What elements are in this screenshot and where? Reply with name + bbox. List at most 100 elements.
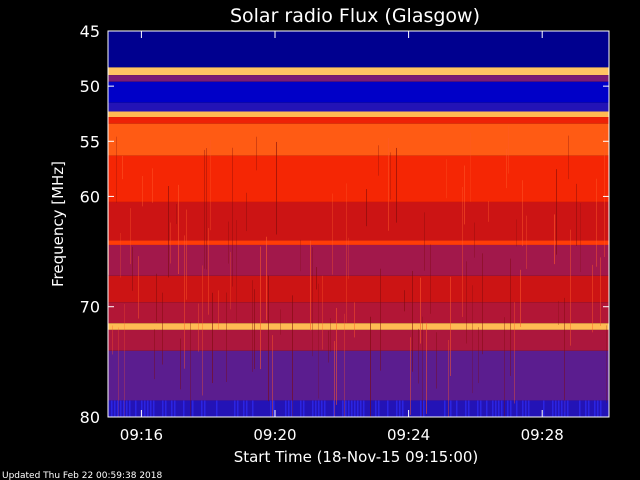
frequency-band bbox=[108, 81, 609, 103]
texture-streak bbox=[202, 265, 203, 396]
texture-streak bbox=[450, 276, 451, 377]
texture-streak bbox=[344, 313, 345, 417]
texture-streak bbox=[604, 132, 605, 257]
texture-streak bbox=[606, 325, 607, 404]
texture-streak bbox=[357, 400, 359, 417]
texture-streak bbox=[178, 184, 179, 275]
texture-streak bbox=[153, 400, 155, 417]
texture-streak bbox=[147, 400, 149, 417]
texture-streak bbox=[561, 400, 563, 417]
x-tick-label: 09:24 bbox=[387, 426, 430, 444]
texture-streak bbox=[212, 292, 213, 384]
texture-streak bbox=[111, 400, 113, 417]
texture-streak bbox=[135, 400, 137, 417]
texture-streak bbox=[254, 289, 255, 370]
texture-streak bbox=[465, 400, 467, 417]
texture-streak bbox=[375, 400, 377, 417]
texture-streak bbox=[252, 400, 254, 417]
texture-streak bbox=[482, 253, 483, 355]
texture-streak bbox=[387, 400, 389, 417]
texture-streak bbox=[488, 201, 489, 222]
texture-streak bbox=[418, 328, 419, 384]
texture-streak bbox=[312, 247, 313, 357]
texture-streak bbox=[568, 135, 569, 180]
texture-streak bbox=[334, 341, 335, 417]
texture-streak bbox=[300, 239, 301, 272]
frequency-band bbox=[108, 155, 609, 202]
texture-streak bbox=[237, 400, 239, 417]
texture-streak bbox=[252, 280, 253, 372]
texture-streak bbox=[380, 268, 381, 371]
texture-streak bbox=[556, 169, 557, 255]
x-axis-label: Start Time (18-Nov-15 09:15:00) bbox=[234, 448, 479, 466]
texture-streak bbox=[478, 327, 479, 384]
texture-streak bbox=[514, 302, 515, 404]
frequency-band bbox=[108, 117, 609, 124]
texture-streak bbox=[448, 340, 449, 417]
texture-streak bbox=[470, 132, 471, 202]
texture-streak bbox=[336, 307, 337, 405]
texture-streak bbox=[129, 400, 131, 417]
texture-streak bbox=[597, 400, 599, 417]
texture-streak bbox=[468, 400, 470, 417]
texture-streak bbox=[330, 318, 331, 352]
texture-streak bbox=[142, 175, 143, 207]
frequency-band bbox=[108, 350, 609, 401]
updated-timestamp: Updated Thu Feb 22 00:59:38 2018 bbox=[2, 471, 163, 480]
y-axis-ticks: 45 50 55 60 70 80 bbox=[80, 22, 609, 427]
texture-streak bbox=[120, 233, 121, 278]
texture-streak bbox=[370, 316, 371, 417]
texture-streak bbox=[474, 222, 475, 258]
texture-streak bbox=[156, 273, 157, 322]
texture-streak bbox=[276, 141, 277, 235]
texture-streak bbox=[396, 147, 397, 223]
texture-streak bbox=[588, 400, 590, 417]
frequency-band bbox=[108, 302, 609, 324]
plot-frame bbox=[107, 30, 610, 418]
texture-streak bbox=[576, 183, 577, 246]
frequency-band bbox=[108, 240, 609, 245]
y-tick-label: 80 bbox=[80, 408, 100, 427]
texture-streak bbox=[138, 256, 139, 319]
texture-streak bbox=[162, 292, 163, 365]
y-tick-label: 60 bbox=[80, 187, 100, 206]
texture-streak bbox=[516, 400, 518, 417]
texture-streak bbox=[436, 332, 437, 389]
frequency-band bbox=[108, 275, 609, 303]
texture-streak bbox=[506, 148, 507, 189]
frequency-band bbox=[108, 244, 609, 276]
texture-streak bbox=[130, 208, 131, 265]
texture-streak bbox=[118, 327, 119, 417]
texture-streak bbox=[324, 400, 326, 417]
texture-streak bbox=[346, 183, 347, 323]
frequency-band bbox=[108, 201, 609, 241]
texture-streak bbox=[564, 400, 566, 417]
texture-streak bbox=[354, 400, 356, 417]
texture-streak bbox=[388, 138, 389, 231]
texture-streak bbox=[318, 400, 320, 417]
texture-streak bbox=[122, 155, 123, 180]
texture-streak bbox=[354, 302, 355, 338]
texture-streak bbox=[378, 400, 380, 417]
x-axis-ticks: 09:16 09:20 09:24 09:28 bbox=[120, 31, 564, 444]
texture-streak bbox=[504, 317, 505, 417]
texture-streak bbox=[226, 292, 227, 382]
texture-streak bbox=[266, 236, 267, 321]
texture-streak bbox=[412, 270, 413, 372]
y-axis-label: Frequency [MHz] bbox=[49, 161, 67, 287]
frequency-band bbox=[108, 111, 609, 118]
frequency-band bbox=[108, 31, 609, 68]
texture-streak bbox=[190, 321, 191, 417]
texture-streak bbox=[420, 400, 422, 417]
texture-streak bbox=[507, 400, 509, 417]
texture-streak bbox=[116, 136, 117, 203]
texture-streak bbox=[345, 400, 347, 417]
texture-streak bbox=[234, 400, 236, 417]
texture-streak bbox=[520, 269, 521, 327]
frequency-band bbox=[108, 323, 609, 330]
texture-streak bbox=[404, 290, 405, 312]
texture-streak bbox=[366, 189, 367, 227]
frequency-band bbox=[108, 102, 609, 112]
texture-streak bbox=[378, 145, 379, 176]
